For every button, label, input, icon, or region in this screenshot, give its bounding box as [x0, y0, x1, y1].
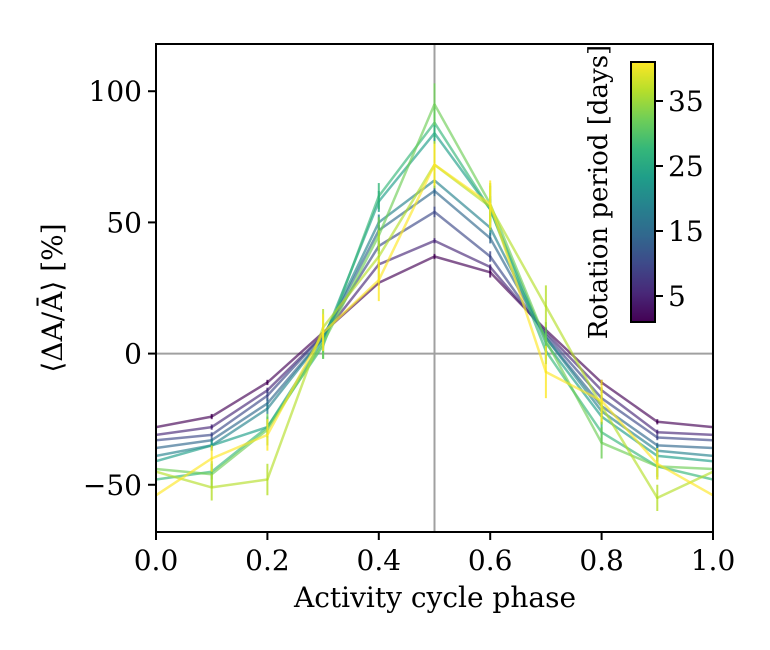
data-point: [377, 278, 380, 282]
data-point: [210, 425, 213, 429]
data-point: [489, 202, 492, 206]
data-point: [433, 239, 436, 242]
y-tick-label: 100: [89, 75, 142, 108]
colorbar-tick-label: 35: [668, 85, 704, 118]
x-tick-label: 0.8: [579, 544, 624, 577]
data-point: [433, 163, 436, 166]
data-point: [266, 394, 269, 397]
data-point: [266, 407, 269, 410]
data-point: [489, 271, 492, 274]
data-point: [266, 381, 269, 384]
data-point: [544, 339, 548, 342]
data-point: [544, 305, 548, 308]
data-point: [656, 420, 659, 424]
data-point: [266, 433, 269, 437]
data-point: [489, 255, 492, 258]
y-axis: −50 0 50 100: [83, 75, 156, 502]
data-point: [377, 255, 380, 258]
colorbar-bar: [630, 61, 656, 323]
data-point: [433, 103, 436, 106]
series-40-days: [156, 143, 713, 506]
data-point: [489, 265, 492, 269]
colorbar-tick-label: 5: [668, 280, 686, 313]
data-point: [433, 189, 436, 193]
x-tick-label: 0.6: [468, 544, 513, 577]
colorbar-tick-label: 15: [668, 215, 704, 248]
data-point: [656, 496, 659, 500]
colorbar-ticks: 5 15 25 35: [655, 85, 704, 313]
x-tick-label: 0.4: [357, 544, 402, 577]
colorbar-label: Rotation period [days]: [584, 45, 614, 339]
x-tick-label: 1.0: [691, 544, 736, 577]
y-tick-label: 50: [106, 206, 142, 239]
x-tick-label: 0.0: [134, 544, 179, 577]
y-axis-title: ⟨ΔA/Ā⟩ [%]: [36, 223, 69, 372]
data-point: [544, 370, 548, 374]
data-point: [489, 236, 492, 240]
colorbar-tick-label: 25: [668, 150, 704, 183]
data-point: [433, 210, 436, 214]
x-tick-label: 0.2: [245, 544, 290, 577]
data-point: [600, 399, 603, 403]
data-point: [433, 255, 436, 258]
data-point: [321, 331, 325, 334]
data-point: [210, 433, 213, 437]
data-point: [600, 441, 603, 444]
y-tick-label: −50: [83, 469, 142, 502]
data-point: [377, 194, 380, 198]
series-layer: [156, 83, 713, 512]
data-point: [210, 486, 213, 489]
colorbar: 5 15 25 35 Rotation period [days]: [584, 45, 704, 339]
x-axis-title: Activity cycle phase: [293, 581, 576, 614]
data-point: [210, 415, 213, 418]
data-point: [656, 431, 659, 434]
x-axis: 0.0 0.2 0.4 0.6 0.8 1.0: [134, 532, 736, 577]
plot-frame: [155, 43, 714, 533]
data-point: [656, 462, 659, 465]
data-point: [210, 457, 213, 460]
y-tick-label: 0: [124, 338, 142, 371]
data-point: [656, 436, 659, 439]
data-point: [266, 478, 269, 481]
